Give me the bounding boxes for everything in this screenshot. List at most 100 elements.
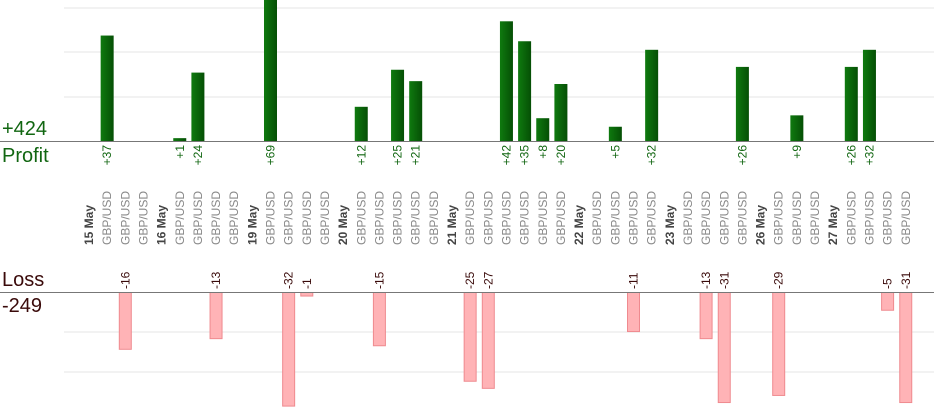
loss-total: -249 (2, 295, 43, 317)
slot-label: GBP/USD (136, 191, 150, 245)
loss-bar (209, 292, 223, 340)
profit-value-label: +20 (554, 145, 568, 166)
date-label: 15 May (82, 205, 96, 245)
profit-value-label: +12 (354, 145, 368, 166)
profit-bar (608, 126, 622, 141)
profit-bar (844, 66, 858, 141)
slot-label: GBP/USD (899, 191, 913, 245)
loss-bar (772, 292, 786, 396)
loss-bar (717, 292, 731, 404)
slot-label: GBP/USD (645, 191, 659, 245)
slot-label: GBP/USD (790, 191, 804, 245)
slot-label: GBP/USD (191, 191, 205, 245)
slot-label: GBP/USD (808, 191, 822, 245)
profit-value-label: +32 (862, 145, 876, 166)
profit-bars: +37 +1 +24 +69 +12 +25 +21 +42 +35 +8 +20 +5 +32 +26 +… (100, 0, 876, 165)
slot-label: GBP/USD (463, 191, 477, 245)
profit-value-label: +37 (100, 145, 114, 166)
loss-value-label: -15 (372, 271, 386, 289)
slot-label: GBP/USD (536, 191, 550, 245)
loss-bar (372, 292, 386, 347)
slot-label: GBP/USD (481, 191, 495, 245)
slot-label: GBP/USD (427, 191, 441, 245)
profit-total: +424 (2, 118, 48, 140)
slot-label: GBP/USD (881, 191, 895, 245)
profit-bar (536, 118, 550, 141)
loss-bar (627, 292, 640, 333)
date-label: 22 May (572, 205, 586, 245)
slot-label: GBP/USD (318, 191, 332, 245)
slot-label: GBP/USD (264, 191, 278, 245)
slot-label: GBP/USD (608, 191, 622, 245)
profit-bar (554, 84, 568, 141)
loss-label: Loss (2, 269, 45, 291)
axes (0, 141, 934, 293)
slot-label: GBP/USD (554, 191, 568, 245)
profit-value-label: +26 (844, 145, 858, 166)
loss-value-label: -32 (282, 271, 296, 289)
slot-label: GBP/USD (681, 191, 695, 245)
loss-bar (899, 292, 913, 404)
slot-label: GBP/USD (391, 191, 405, 245)
loss-value-label: -31 (717, 271, 731, 289)
slot-label: GBP/USD (227, 191, 241, 245)
slot-label: GBP/USD (717, 191, 731, 245)
slot-label: GBP/USD (844, 191, 858, 245)
loss-value-label: -11 (627, 272, 641, 289)
profit-value-label: +69 (264, 145, 278, 166)
profit-bar (173, 138, 187, 141)
loss-bar (463, 292, 477, 382)
profit-value-label: +9 (790, 145, 804, 159)
loss-value-label: -25 (463, 271, 477, 289)
slot-label: GBP/USD (590, 191, 604, 245)
date-label: 26 May (754, 205, 768, 245)
category-labels: GBP/USD GBP/USD GBP/USD GBP/USD GBP/USD GBP/U… (82, 191, 913, 245)
slot-label: GBP/USD (627, 191, 641, 245)
loss-bar (300, 292, 314, 297)
date-label: 20 May (336, 205, 350, 245)
slot-label: GBP/USD (499, 191, 513, 245)
profit-bar (354, 106, 368, 141)
loss-bar (118, 292, 132, 350)
loss-bar (881, 292, 895, 311)
profit-value-label: +42 (499, 145, 513, 166)
profit-value-label: +1 (173, 145, 187, 159)
slot-label: GBP/USD (354, 191, 368, 245)
slot-label: GBP/USD (209, 191, 223, 245)
loss-value-label: -5 (881, 278, 895, 289)
loss-value-label: -31 (899, 271, 913, 289)
profit-bar (499, 21, 513, 141)
profit-bar (862, 49, 876, 141)
profit-value-label: +5 (608, 145, 622, 159)
date-label: 19 May (245, 205, 259, 245)
loss-value-label: -16 (118, 271, 132, 289)
profit-value-label: +8 (536, 145, 550, 159)
slot-label: GBP/USD (862, 191, 876, 245)
date-label: 27 May (826, 205, 840, 245)
profit-value-label: +26 (735, 145, 749, 166)
slot-label: GBP/USD (772, 191, 786, 245)
loss-bar (699, 292, 713, 340)
slot-label: GBP/USD (735, 191, 749, 245)
profit-value-label: +24 (191, 145, 205, 166)
loss-bars: -16 -13 -32 -1 -15 -25 -27 -11 -13 -31 -29 -5 -31 (118, 271, 913, 407)
grid-lines (64, 7, 934, 373)
loss-value-label: -13 (699, 271, 713, 289)
loss-bar (481, 292, 495, 389)
profit-bar (735, 66, 749, 141)
slot-label: GBP/USD (518, 191, 532, 245)
loss-value-label: -29 (772, 271, 786, 289)
profit-bar (645, 49, 659, 141)
profit-bar (790, 115, 804, 141)
slot-label: GBP/USD (173, 191, 187, 245)
loss-value-label: -13 (209, 271, 223, 289)
slot-label: GBP/USD (282, 191, 296, 245)
slot-label: GBP/USD (372, 191, 386, 245)
slot-label: GBP/USD (409, 191, 423, 245)
profit-bar (100, 35, 114, 141)
profit-bar (391, 69, 405, 141)
profit-bar (518, 41, 532, 141)
loss-bar (282, 292, 296, 407)
profit-value-label: +32 (645, 145, 659, 166)
loss-value-label: -1 (300, 278, 314, 289)
